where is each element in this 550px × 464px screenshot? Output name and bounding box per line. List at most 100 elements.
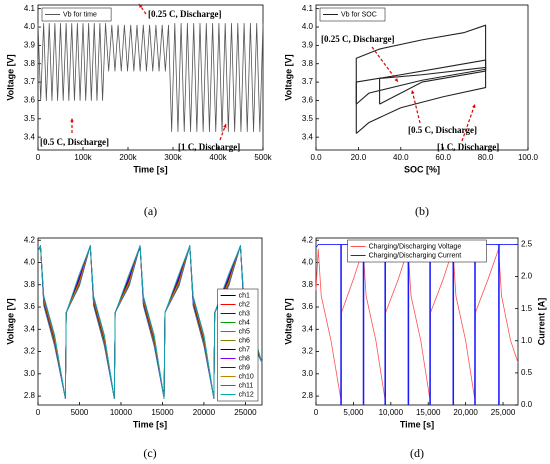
y-tick-label: 3.8 bbox=[302, 59, 314, 68]
plot-frame bbox=[37, 237, 263, 406]
y-tick-label: 3.8 bbox=[24, 59, 36, 68]
x-tick-label: 5,000 bbox=[343, 408, 364, 417]
x-tick-label: 300k bbox=[164, 153, 182, 162]
x-tick-label: 10,000 bbox=[379, 408, 404, 417]
legend-label: ch5 bbox=[239, 328, 250, 335]
y-axis-label: Voltage [V] bbox=[283, 54, 293, 100]
legend-label: Vb for time bbox=[63, 11, 97, 18]
y-tick-label: 3.9 bbox=[302, 40, 314, 49]
y-tick-label: 3.8 bbox=[302, 280, 314, 289]
arrow-head bbox=[139, 4, 143, 8]
y-tick-label: 3.7 bbox=[302, 77, 314, 86]
arrow-head bbox=[472, 104, 476, 108]
y-tick-label: 3.6 bbox=[302, 96, 314, 105]
annotation: [1 C, Discharge] bbox=[437, 142, 499, 152]
annotation-arrow bbox=[219, 123, 227, 141]
x-axis-label: Time [s] bbox=[133, 164, 167, 174]
x-axis-label: SOC [%] bbox=[404, 164, 440, 174]
legend-label: ch3 bbox=[239, 310, 250, 317]
y-tick-label: 4.0 bbox=[302, 258, 314, 267]
x-tick-label: 200k bbox=[119, 153, 137, 162]
legend-label: ch8 bbox=[239, 355, 250, 362]
x-tick-label: 0 bbox=[36, 408, 41, 417]
legend-box bbox=[347, 239, 487, 263]
arrow-head bbox=[394, 78, 398, 82]
y-tick-label: 4.0 bbox=[302, 22, 314, 31]
x-tick-label: 400k bbox=[209, 153, 227, 162]
y-tick-label: 2.8 bbox=[302, 391, 314, 400]
arrow-head bbox=[70, 118, 74, 122]
caption: (c) bbox=[143, 446, 156, 460]
legend-label: ch11 bbox=[239, 382, 254, 389]
legend-box bbox=[319, 7, 386, 22]
x-tick-label: 20000 bbox=[193, 408, 216, 417]
arrow-head bbox=[411, 90, 415, 94]
y2-tick-label: 1.5 bbox=[521, 304, 533, 313]
y-tick-label: 4.2 bbox=[24, 235, 36, 244]
legend-label: ch12 bbox=[239, 391, 254, 398]
y-tick-label: 2.8 bbox=[24, 391, 36, 400]
y-tick-label: 3.9 bbox=[24, 40, 36, 49]
annotation: [0.5 C, Discharge] bbox=[408, 125, 477, 135]
x-tick-label: 40.0 bbox=[393, 153, 409, 162]
legend-label: ch7 bbox=[239, 346, 250, 353]
plot-frame bbox=[37, 4, 264, 151]
y-tick-label: 3.2 bbox=[24, 347, 36, 356]
y-axis-label: Voltage [V] bbox=[5, 298, 15, 344]
annotation: [0.25 C, Discharge] bbox=[148, 9, 222, 19]
y-tick-label: 3.7 bbox=[24, 77, 36, 86]
x-tick-label: 10000 bbox=[110, 408, 133, 417]
x-tick-label: 0 bbox=[36, 153, 41, 162]
x-tick-label: 25,000 bbox=[491, 408, 516, 417]
legend-label: ch9 bbox=[239, 364, 250, 371]
annotation-arrow bbox=[411, 89, 421, 124]
y2-tick-label: 2.0 bbox=[521, 272, 533, 281]
caption: (b) bbox=[415, 204, 429, 218]
y-tick-label: 3.4 bbox=[24, 132, 36, 141]
caption: (a) bbox=[144, 204, 157, 218]
y-axis-label: Voltage [V] bbox=[5, 54, 15, 100]
x-tick-label: 15000 bbox=[151, 408, 174, 417]
x-axis-label: Time [s] bbox=[400, 419, 434, 429]
y-tick-label: 4.0 bbox=[24, 22, 36, 31]
x-tick-label: 80.0 bbox=[478, 153, 494, 162]
y-tick-label: 3.2 bbox=[302, 347, 314, 356]
y-tick-label: 3.5 bbox=[302, 114, 314, 123]
y-tick-label: 4.0 bbox=[24, 258, 36, 267]
x-axis-label: Time [s] bbox=[133, 419, 167, 429]
y2-tick-label: 0.5 bbox=[521, 368, 533, 377]
legend-label: ch4 bbox=[239, 319, 250, 326]
y-tick-label: 3.8 bbox=[24, 280, 36, 289]
legend-label: Vb for SOC bbox=[341, 11, 377, 18]
line-series bbox=[355, 59, 487, 105]
y-tick-label: 3.5 bbox=[24, 114, 36, 123]
caption: (d) bbox=[410, 446, 424, 460]
x-tick-label: 15,000 bbox=[416, 408, 441, 417]
x-tick-label: 100k bbox=[74, 153, 92, 162]
y-tick-label: 3.0 bbox=[24, 369, 36, 378]
y-tick-label: 3.6 bbox=[24, 96, 36, 105]
x-tick-label: 60.0 bbox=[435, 153, 451, 162]
x-tick-label: 100.0 bbox=[518, 153, 539, 162]
legend-box bbox=[41, 7, 112, 22]
y-tick-label: 4.1 bbox=[302, 4, 314, 13]
legend-label: ch2 bbox=[239, 301, 250, 308]
x-tick-label: 25000 bbox=[234, 408, 257, 417]
y2-axis-label: Current [A] bbox=[536, 298, 546, 346]
y-tick-label: 4.2 bbox=[302, 235, 314, 244]
y-tick-label: 3.4 bbox=[24, 324, 36, 333]
arrow-head bbox=[223, 124, 227, 128]
line-series bbox=[379, 66, 487, 105]
x-tick-label: 500k bbox=[254, 153, 272, 162]
line-series bbox=[315, 248, 519, 399]
y2-tick-label: 0.0 bbox=[521, 400, 533, 409]
x-tick-label: 0.0 bbox=[310, 153, 322, 162]
y-axis-label: Voltage [V] bbox=[283, 298, 293, 344]
annotation: [0.25 C, Discharge] bbox=[321, 34, 395, 44]
x-tick-label: 0 bbox=[314, 408, 319, 417]
annotation: [0.5 C, Discharge] bbox=[40, 137, 109, 147]
y-tick-label: 3.4 bbox=[302, 132, 314, 141]
legend-label: ch6 bbox=[239, 337, 250, 344]
plot-frame bbox=[315, 237, 519, 406]
